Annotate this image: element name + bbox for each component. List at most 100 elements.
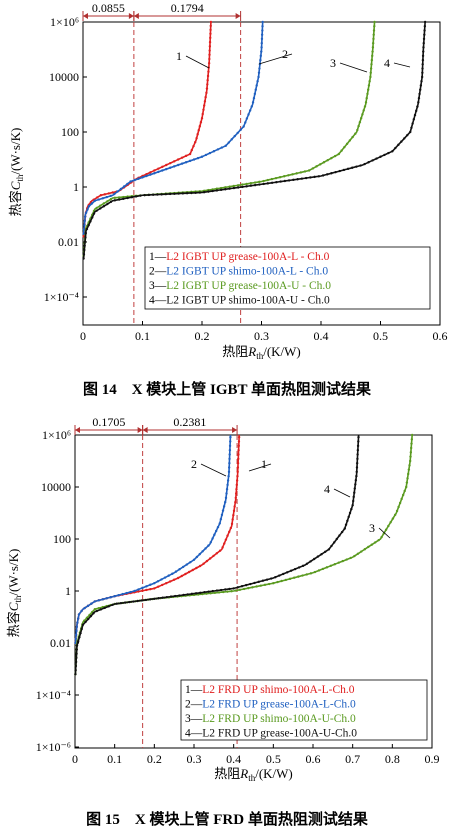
data-point bbox=[406, 134, 409, 137]
data-point bbox=[75, 629, 78, 633]
data-point bbox=[343, 527, 346, 530]
y-tick-label: 1×10⁻⁴ bbox=[36, 688, 71, 702]
data-point bbox=[357, 124, 360, 128]
data-point bbox=[182, 593, 185, 597]
curve-number: 3 bbox=[330, 56, 336, 70]
data-point bbox=[232, 186, 236, 190]
data-point bbox=[347, 515, 350, 519]
data-point bbox=[230, 590, 233, 593]
data-point bbox=[82, 235, 85, 238]
data-point bbox=[330, 544, 333, 548]
data-point bbox=[121, 592, 124, 596]
data-point bbox=[215, 187, 219, 190]
data-point bbox=[286, 571, 289, 574]
data-point bbox=[221, 546, 224, 549]
data-point bbox=[257, 71, 261, 74]
data-point bbox=[356, 444, 360, 448]
data-point bbox=[325, 566, 329, 569]
data-point bbox=[251, 586, 254, 589]
data-point bbox=[157, 597, 160, 600]
data-point bbox=[101, 598, 104, 601]
data-point bbox=[195, 566, 198, 570]
data-point bbox=[113, 192, 116, 196]
data-point bbox=[342, 168, 346, 172]
data-point bbox=[245, 182, 248, 186]
y-tick-label: 1×10⁻⁴ bbox=[44, 290, 79, 304]
data-point bbox=[74, 673, 77, 676]
data-point bbox=[297, 575, 300, 578]
data-point bbox=[109, 200, 113, 204]
data-point bbox=[156, 580, 160, 583]
data-point bbox=[198, 191, 202, 194]
legend-dash: — bbox=[154, 295, 167, 307]
data-point bbox=[119, 187, 123, 191]
data-point bbox=[247, 113, 250, 116]
data-point bbox=[204, 153, 208, 157]
data-point bbox=[84, 236, 87, 239]
data-point bbox=[283, 175, 286, 178]
data-point bbox=[350, 507, 353, 511]
data-point bbox=[224, 588, 227, 591]
data-point bbox=[394, 146, 397, 150]
data-point bbox=[278, 574, 281, 577]
data-point bbox=[206, 83, 209, 86]
data-point bbox=[266, 178, 269, 182]
data-point bbox=[220, 513, 224, 517]
data-point bbox=[74, 641, 77, 645]
data-point bbox=[234, 500, 237, 504]
data-point bbox=[261, 579, 265, 582]
data-point bbox=[76, 621, 79, 624]
data-point bbox=[253, 92, 257, 96]
data-point bbox=[421, 54, 425, 58]
data-point bbox=[220, 146, 224, 149]
data-point bbox=[113, 199, 117, 202]
data-point bbox=[185, 563, 188, 566]
data-point bbox=[161, 169, 164, 172]
data-point bbox=[201, 112, 204, 116]
y-tick-label: 1×10⁶ bbox=[42, 428, 71, 442]
data-point bbox=[99, 207, 102, 210]
y-tick-label: 1×10⁶ bbox=[50, 15, 79, 29]
legend-entry: 4—L2 IGBT UP shimo-100A-U - Ch.0 bbox=[149, 295, 330, 307]
data-point bbox=[93, 199, 97, 202]
data-point bbox=[278, 175, 282, 179]
data-point bbox=[209, 28, 212, 32]
data-point bbox=[410, 126, 413, 129]
data-point bbox=[109, 596, 112, 599]
data-point bbox=[363, 548, 367, 551]
data-point bbox=[309, 560, 312, 563]
data-point bbox=[190, 148, 193, 152]
data-point bbox=[212, 554, 215, 558]
curve-leader bbox=[258, 53, 293, 65]
series-line bbox=[74, 434, 232, 644]
data-point bbox=[363, 105, 367, 108]
data-point bbox=[237, 440, 241, 443]
data-point bbox=[186, 593, 189, 596]
data-point bbox=[239, 128, 242, 131]
figure-caption: 图 15 X 模块上管 FRD 单面热阻测试结果 bbox=[86, 810, 369, 828]
data-point bbox=[235, 483, 239, 487]
legend-name: L2 FRD UP shimo-100A-U-Ch.0 bbox=[202, 713, 356, 725]
data-point bbox=[219, 188, 223, 192]
legend-number: 4 bbox=[185, 728, 191, 740]
x-tick-label: 0.1 bbox=[107, 752, 122, 766]
data-point bbox=[258, 180, 261, 184]
data-point bbox=[400, 140, 403, 143]
data-point bbox=[357, 440, 360, 443]
data-point bbox=[215, 552, 219, 555]
data-point bbox=[180, 156, 184, 159]
data-point bbox=[202, 108, 205, 111]
data-point bbox=[375, 157, 378, 160]
data-point bbox=[236, 186, 240, 189]
data-point bbox=[117, 593, 120, 597]
arrow-head bbox=[83, 13, 88, 19]
data-point bbox=[422, 37, 426, 41]
data-point bbox=[270, 177, 274, 181]
legend-box bbox=[180, 679, 428, 741]
data-point bbox=[199, 591, 202, 594]
y-axis-label: 热容Cth/(W·s/K) bbox=[6, 549, 23, 638]
data-point bbox=[296, 178, 299, 181]
data-point bbox=[201, 550, 204, 553]
data-point bbox=[345, 142, 349, 146]
data-point bbox=[192, 158, 196, 161]
